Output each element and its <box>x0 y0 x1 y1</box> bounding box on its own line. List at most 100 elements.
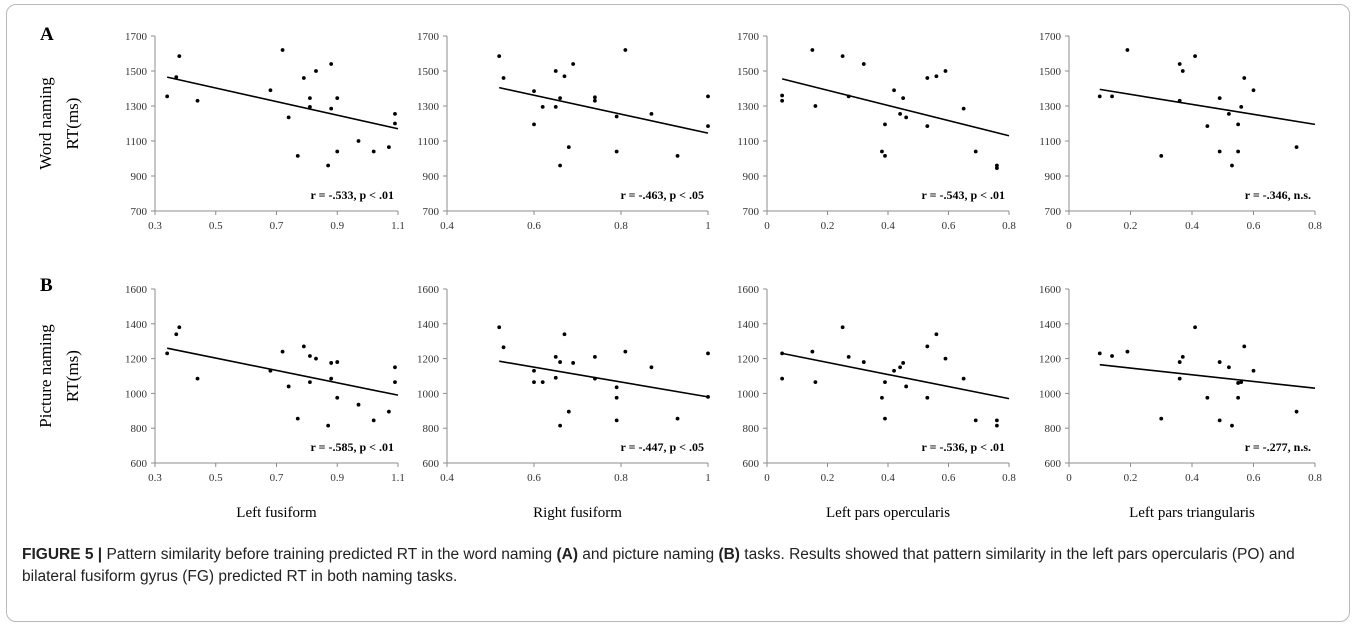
chart-6-point-4 <box>840 325 845 330</box>
chart-1-point-11 <box>571 62 576 66</box>
chart-7-point-10 <box>1217 360 1222 364</box>
chart-4-point-21 <box>393 380 397 384</box>
chart-3-point-16 <box>1242 76 1247 80</box>
chart-0-point-10 <box>308 104 312 109</box>
chart-3-ytick-label-2: 1100 <box>1039 136 1061 148</box>
caption-figure-label: FIGURE 5 | <box>22 546 103 563</box>
chart-1-xtick-label-1: 0.6 <box>527 220 541 232</box>
chart-2-ytick-label-2: 1100 <box>737 136 759 148</box>
chart-1-point-19 <box>706 94 710 99</box>
chart-7-ytick-label-3: 1200 <box>1039 354 1062 366</box>
chart-5-xtick-label-2: 0.8 <box>614 472 628 484</box>
chart-6-point-18 <box>961 376 966 381</box>
chart-0-point-20 <box>393 121 397 126</box>
chart-0-ytick-label-3: 1300 <box>125 101 148 113</box>
chart-4-point-18 <box>371 418 376 423</box>
chart-5-ytick-label-2: 1000 <box>417 388 440 400</box>
chart-0-point-1 <box>174 75 179 80</box>
chart-6-point-15 <box>925 395 930 400</box>
chart-2-ytick-label-1: 900 <box>743 171 760 183</box>
chart-0-annotation: r = -.533, p < .01 <box>311 188 394 202</box>
chart-4-xtick-label-1: 0.5 <box>209 472 223 484</box>
chart-2-point-9 <box>883 153 887 158</box>
chart-6-xtick-label-2: 0.4 <box>881 472 895 484</box>
chart-2-point-3 <box>813 104 818 108</box>
chart-1-point-8 <box>558 96 562 101</box>
chart-1-point-0 <box>497 54 502 59</box>
chart-7-xtick-label-3: 0.6 <box>1247 472 1261 484</box>
chart-1-ytick-label-4: 1500 <box>417 66 440 78</box>
chart-4-ytick-label-5: 1600 <box>125 284 148 296</box>
chart-6-trendline <box>781 352 1010 400</box>
chart-5-point-9 <box>562 332 567 337</box>
chart-3-trendline <box>1099 88 1316 126</box>
chart-0-point-18 <box>371 149 376 154</box>
figure-frame <box>6 4 1350 622</box>
chart-4-xtick-label-0: 0.3 <box>148 472 162 484</box>
chart-6-ytick-label-0: 600 <box>743 458 760 470</box>
chart-0-point-16 <box>335 149 340 154</box>
chart-5-point-21 <box>706 394 710 399</box>
chart-7-point-13 <box>1236 395 1241 400</box>
chart-5-xtick-label-0: 0.4 <box>440 472 454 484</box>
chart-5-point-8 <box>558 360 562 364</box>
chart-6-point-9 <box>883 416 887 421</box>
chart-6-point-5 <box>846 354 851 359</box>
chart-1-point-15 <box>614 149 619 154</box>
chart-4-point-6 <box>286 384 291 389</box>
chart-4-annotation: r = -.585, p < .01 <box>311 440 394 454</box>
chart-0-trendline <box>166 76 399 130</box>
chart-0-point-9 <box>308 96 312 101</box>
chart-3-ytick-label-5: 1700 <box>1039 31 1062 43</box>
chart-6-point-1 <box>780 376 785 381</box>
chart-4-point-4 <box>268 368 273 373</box>
column-xlabel-1: Right fusiform <box>533 505 622 521</box>
chart-3-annotation: r = -.346, n.s. <box>1245 188 1311 202</box>
chart-0-ytick-label-4: 1500 <box>125 66 148 78</box>
chart-2-point-8 <box>883 122 887 127</box>
chart-7-point-12 <box>1230 423 1234 428</box>
chart-7-point-14 <box>1236 381 1241 385</box>
chart-2-ytick-label-0: 700 <box>743 206 760 218</box>
chart-1-point-20 <box>706 124 710 129</box>
chart-0-point-3 <box>195 98 200 103</box>
chart-2-point-15 <box>925 124 930 129</box>
chart-7-point-17 <box>1251 368 1256 373</box>
chart-5-point-18 <box>649 365 654 370</box>
chart-1-point-6 <box>553 104 558 109</box>
chart-2-point-4 <box>840 54 845 59</box>
chart-5-point-20 <box>706 351 710 356</box>
chart-7-point-4 <box>1177 360 1182 364</box>
chart-0-point-6 <box>286 115 291 120</box>
row-ylabel-0-line-1: RT(ms) <box>63 98 82 150</box>
chart-6-ytick-label-2: 1000 <box>737 388 760 400</box>
chart-4-xtick-label-4: 1.1 <box>391 472 405 484</box>
chart-0-ytick-label-2: 1100 <box>125 136 147 148</box>
chart-6-point-12 <box>901 361 906 365</box>
chart-3-point-0 <box>1097 94 1102 99</box>
chart-4-xtick-label-2: 0.7 <box>270 472 284 484</box>
chart-6-ytick-label-1: 800 <box>743 423 760 435</box>
caption-ref-b: (B) <box>718 546 740 563</box>
chart-3-ytick-label-3: 1300 <box>1039 101 1062 113</box>
column-xlabel-0: Left fusiform <box>236 505 317 521</box>
chart-3-xtick-label-0: 0 <box>1066 220 1072 232</box>
chart-4-point-13 <box>329 376 334 381</box>
chart-5-point-5 <box>553 354 558 359</box>
chart-6-xtick-label-4: 0.8 <box>1002 472 1016 484</box>
row-ylabel-1-line-0: Picture naming <box>36 324 55 428</box>
chart-1-point-3 <box>532 122 536 127</box>
chart-1-point-1 <box>501 76 506 80</box>
chart-6-annotation: r = -.536, p < .01 <box>922 440 1005 454</box>
chart-2-annotation: r = -.543, p < .01 <box>922 188 1005 202</box>
chart-0-point-2 <box>177 54 182 59</box>
chart-0-xtick-label-0: 0.3 <box>148 220 162 232</box>
chart-1-annotation: r = -.463, p < .05 <box>621 188 704 202</box>
chart-5-annotation: r = -.447, p < .05 <box>621 440 704 454</box>
chart-2-xtick-label-0: 0 <box>764 220 770 232</box>
chart-1-xtick-label-0: 0.4 <box>440 220 454 232</box>
chart-7-point-16 <box>1242 344 1247 349</box>
chart-1-point-14 <box>614 114 619 119</box>
chart-4-point-9 <box>308 354 312 358</box>
chart-2-point-12 <box>901 96 906 101</box>
